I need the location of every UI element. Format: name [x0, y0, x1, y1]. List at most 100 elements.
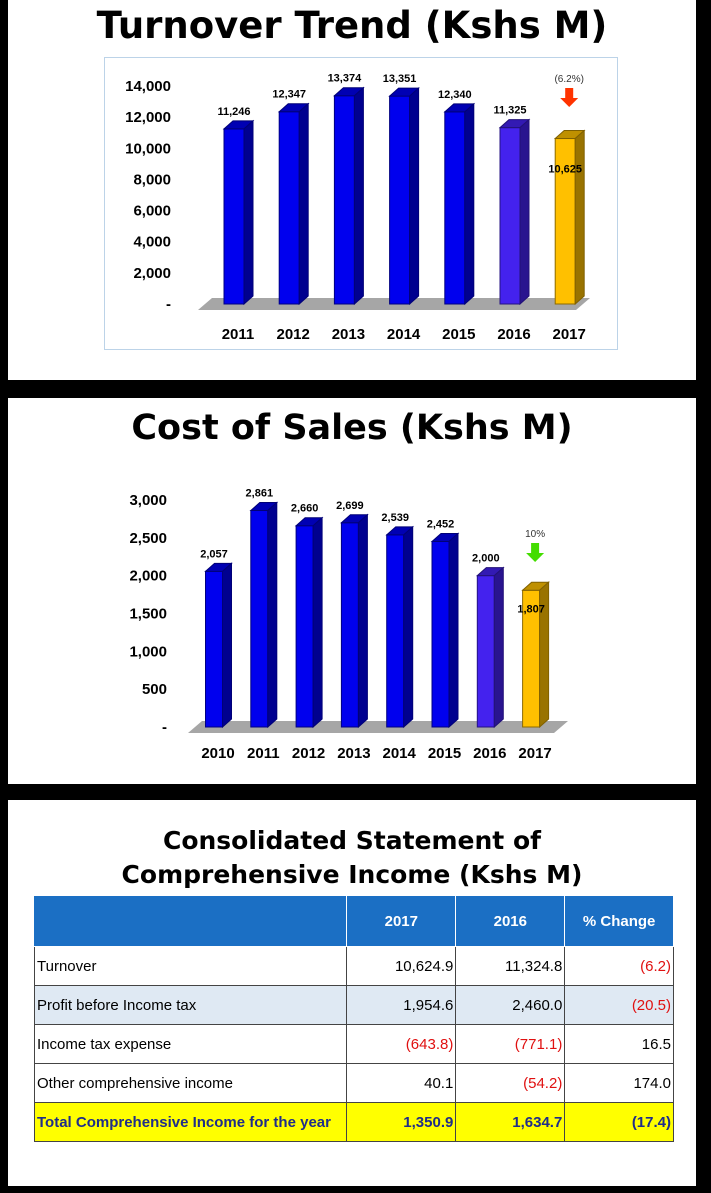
- row-label: Other comprehensive income: [33, 1063, 348, 1103]
- cell-2016: 2,460.0: [455, 985, 566, 1025]
- data-label: 11,325: [493, 105, 526, 117]
- change-annotation: 10%: [525, 529, 545, 540]
- cell-2017: 10,624.9: [346, 946, 457, 986]
- y-tick-label: -: [166, 296, 171, 313]
- y-tick-label: 14,000: [125, 78, 171, 95]
- x-tick-label: 2012: [292, 745, 325, 762]
- y-tick-label: 6,000: [133, 203, 171, 220]
- cost-of-sales-panel: Cost of Sales (Kshs M) - 500 1,000 1,500 2,0…: [8, 398, 696, 1165]
- data-label: 2,660: [291, 503, 319, 515]
- header-change: % Change: [564, 895, 674, 947]
- income-statement-table: 2017 2016 % Change Turnover 10,624.9 11,…: [33, 895, 674, 1142]
- bar: [386, 534, 405, 728]
- cell-change: 16.5: [564, 1024, 674, 1064]
- row-label: Income tax expense: [33, 1024, 348, 1064]
- x-tick-label: 2016: [497, 326, 530, 343]
- y-tick-label: 1,500: [129, 606, 167, 623]
- data-label: 2,861: [246, 488, 274, 500]
- data-label: 2,057: [200, 548, 228, 560]
- table-row: Income tax expense (643.8) (771.1) 16.5: [33, 1024, 674, 1064]
- x-tick-label: 2017: [518, 745, 551, 762]
- y-tick-label: 2,500: [129, 530, 167, 547]
- bar: [499, 127, 521, 305]
- header-label: [33, 895, 348, 947]
- cell-2017: (643.8): [346, 1024, 457, 1064]
- data-label: 2,000: [472, 553, 500, 565]
- x-tick-label: 2011: [222, 326, 255, 343]
- statement-panel: Consolidated Statement of Comprehensive …: [8, 800, 696, 1186]
- bar-side: [298, 102, 309, 306]
- x-tick-label: 2010: [201, 745, 234, 762]
- x-tick-label: 2013: [337, 745, 370, 762]
- data-label: 12,340: [438, 89, 472, 101]
- y-tick-label: 12,000: [125, 109, 171, 126]
- bar: [205, 570, 223, 728]
- y-tick-label: 1,000: [129, 643, 167, 660]
- cell-2016: 11,324.8: [455, 946, 566, 986]
- turnover-panel: Turnover Trend (Kshs M) - 2,000 4,000 6,000…: [8, 0, 696, 380]
- bar: [476, 575, 495, 728]
- bar: [444, 111, 466, 305]
- table-row: Profit before Income tax 1,954.6 2,460.0…: [33, 985, 674, 1025]
- bar: [295, 525, 314, 728]
- turnover-title: Turnover Trend (Kshs M): [96, 4, 608, 47]
- data-label: 1,807: [517, 603, 545, 615]
- cost-of-sales-title: Cost of Sales (Kshs M): [131, 408, 573, 448]
- table-row-total: Total Comprehensive Income for the year …: [33, 1102, 674, 1142]
- bar-side: [357, 513, 368, 729]
- bar-side: [312, 516, 323, 729]
- cell-change: (20.5): [564, 985, 674, 1025]
- x-tick-label: 2014: [387, 326, 421, 343]
- cell-2016: 1,634.7: [455, 1102, 566, 1142]
- y-tick-label: -: [162, 719, 167, 736]
- bar-side: [519, 118, 530, 306]
- x-tick-label: 2013: [332, 326, 365, 343]
- bar-side: [353, 86, 364, 306]
- bar-side: [403, 525, 414, 729]
- x-tick-label: 2017: [553, 326, 586, 343]
- bar: [389, 95, 411, 305]
- down-arrow-icon: [560, 88, 579, 107]
- bar: [278, 111, 300, 305]
- down-arrow-icon: [526, 543, 545, 562]
- bar-side: [409, 86, 420, 306]
- bar-side: [574, 129, 585, 306]
- header-2016: 2016: [455, 895, 566, 947]
- y-tick-label: 2,000: [129, 568, 167, 585]
- statement-title: Consolidated Statement of Comprehensive …: [121, 826, 583, 889]
- y-tick-label: 4,000: [133, 234, 171, 251]
- x-tick-label: 2016: [473, 745, 506, 762]
- table-header-row: 2017 2016 % Change: [33, 895, 674, 947]
- cost-of-sales-chart: - 500 1,000 1,500 2,000 2,500 3,000 2,057 2010 2,…: [129, 488, 568, 762]
- x-tick-label: 2011: [247, 745, 280, 762]
- cell-change: (17.4): [564, 1102, 674, 1142]
- y-tick-label: 2,000: [133, 265, 171, 282]
- bar-side: [448, 532, 459, 729]
- bar: [431, 540, 450, 728]
- y-tick-label: 10,000: [125, 140, 171, 157]
- y-tick-label: 500: [142, 681, 167, 698]
- cell-change: 174.0: [564, 1063, 674, 1103]
- x-tick-label: 2015: [428, 745, 461, 762]
- bar-side: [539, 581, 550, 729]
- bar-side: [493, 566, 504, 729]
- cell-2017: 1,954.6: [346, 985, 457, 1025]
- x-tick-label: 2014: [383, 745, 417, 762]
- change-annotation: (6.2%): [554, 74, 583, 85]
- table-row: Other comprehensive income 40.1 (54.2) 1…: [33, 1063, 674, 1103]
- y-tick-label: 8,000: [133, 171, 171, 188]
- data-label: 12,347: [272, 89, 306, 101]
- turnover-chart: - 2,000 4,000 6,000 8,000 10,000 12,000 14,000 1…: [125, 73, 590, 343]
- bar-side: [464, 102, 475, 306]
- data-label: 2,452: [427, 518, 455, 530]
- bar-side: [267, 501, 278, 729]
- cell-2016: (54.2): [455, 1063, 566, 1103]
- data-label: 13,351: [383, 73, 417, 85]
- row-label: Profit before Income tax: [33, 985, 348, 1025]
- bar: [223, 128, 245, 305]
- cell-2017: 1,350.9: [346, 1102, 457, 1142]
- bar: [333, 95, 355, 305]
- header-2017: 2017: [346, 895, 457, 947]
- data-label: 13,374: [328, 73, 363, 85]
- cell-2017: 40.1: [346, 1063, 457, 1103]
